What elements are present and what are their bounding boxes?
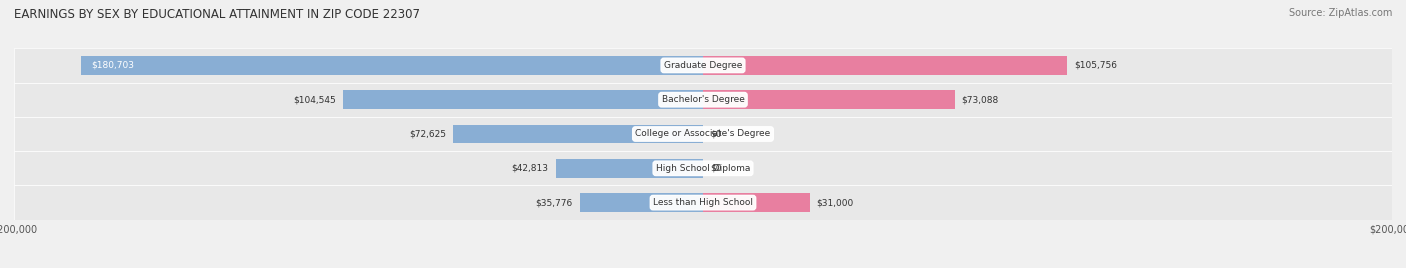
Bar [555, 159, 703, 178]
Text: Less than High School: Less than High School [652, 198, 754, 207]
Bar [14, 48, 1392, 83]
Text: Graduate Degree: Graduate Degree [664, 61, 742, 70]
Text: Bachelor's Degree: Bachelor's Degree [662, 95, 744, 104]
Bar [703, 56, 1067, 75]
Text: Source: ZipAtlas.com: Source: ZipAtlas.com [1288, 8, 1392, 18]
Text: EARNINGS BY SEX BY EDUCATIONAL ATTAINMENT IN ZIP CODE 22307: EARNINGS BY SEX BY EDUCATIONAL ATTAINMEN… [14, 8, 420, 21]
Text: $42,813: $42,813 [512, 164, 548, 173]
Text: $104,545: $104,545 [294, 95, 336, 104]
Bar [703, 90, 955, 109]
Text: $73,088: $73,088 [962, 95, 998, 104]
Bar [80, 56, 703, 75]
Text: $0: $0 [710, 129, 721, 139]
Bar [14, 117, 1392, 151]
Bar [14, 151, 1392, 185]
Text: College or Associate's Degree: College or Associate's Degree [636, 129, 770, 139]
Bar [14, 83, 1392, 117]
Bar [453, 125, 703, 143]
Text: High School Diploma: High School Diploma [655, 164, 751, 173]
Text: $105,756: $105,756 [1074, 61, 1118, 70]
Bar [343, 90, 703, 109]
Text: $0: $0 [710, 164, 721, 173]
Text: $35,776: $35,776 [536, 198, 572, 207]
Text: $180,703: $180,703 [91, 61, 134, 70]
Text: $31,000: $31,000 [817, 198, 853, 207]
Bar [579, 193, 703, 212]
Bar [14, 185, 1392, 220]
Text: $72,625: $72,625 [409, 129, 446, 139]
Bar [703, 193, 810, 212]
